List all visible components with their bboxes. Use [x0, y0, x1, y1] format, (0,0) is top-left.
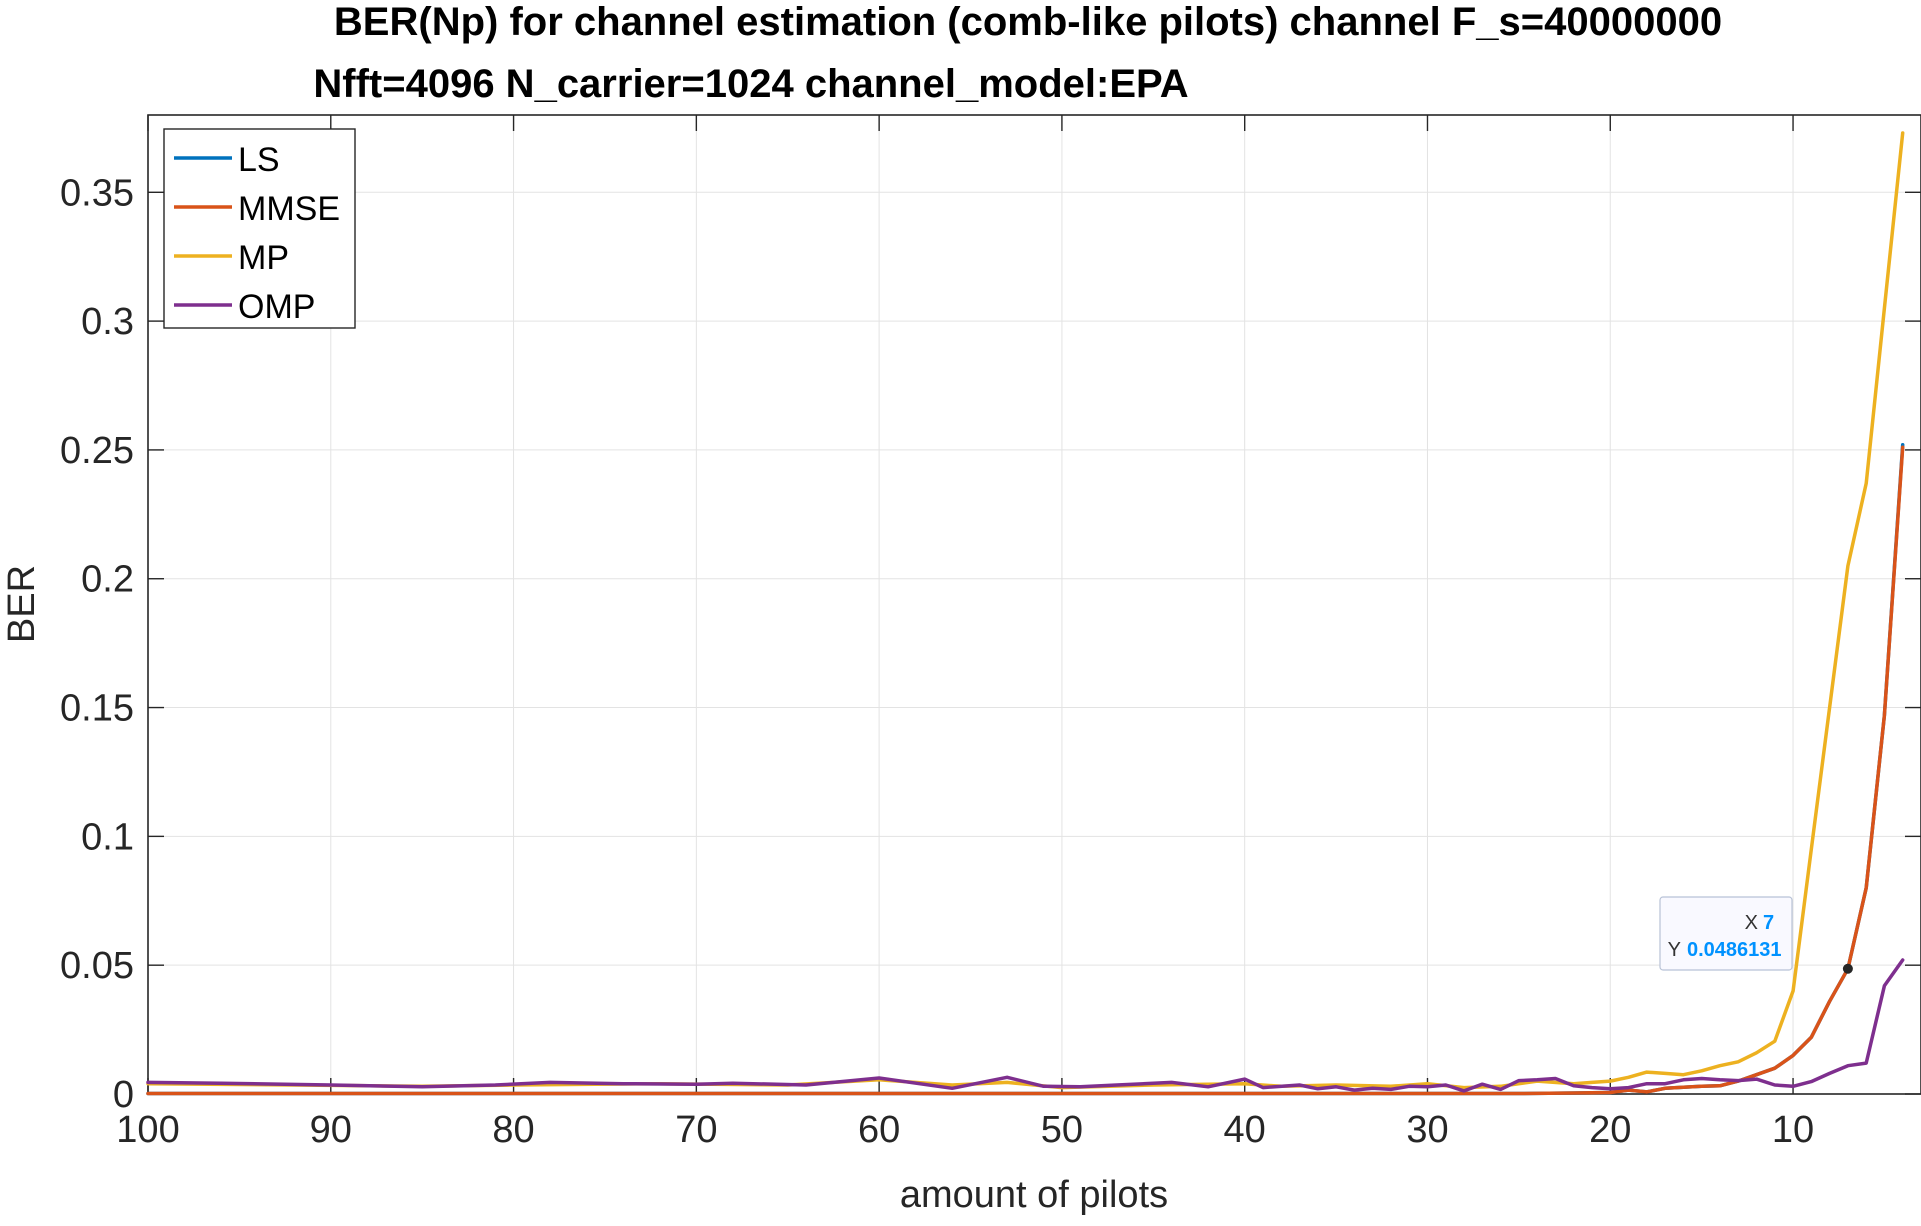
x-tick-label: 20 — [1589, 1109, 1631, 1151]
y-tick-label: 0.1 — [81, 816, 134, 858]
legend[interactable]: LS MMSE MP OMP — [163, 128, 356, 329]
chart-title-line1: BER(Np) for channel estimation (comb-lik… — [334, 0, 1722, 44]
datatip[interactable]: X 7 Y 0.0486131 — [1659, 896, 1853, 974]
datatip-x-value: 7 — [1763, 912, 1774, 934]
x-tick-label: 50 — [1041, 1109, 1083, 1151]
y-tick-label: 0.2 — [81, 559, 134, 601]
legend-label-mmse: MMSE — [238, 190, 340, 228]
x-tick-label: 40 — [1224, 1109, 1266, 1151]
y-tick-label: 0.05 — [60, 945, 134, 987]
series-line-omp[interactable] — [146, 958, 1905, 1093]
y-axis-label: BER — [1, 565, 43, 643]
legend-label-ls: LS — [238, 141, 280, 179]
legend-label-mp: MP — [238, 239, 289, 277]
x-axis-label: amount of pilots — [900, 1174, 1168, 1216]
y-tick-label: 0.25 — [60, 430, 134, 472]
x-tick-label: 90 — [310, 1109, 352, 1151]
datatip-y-value: 0.0486131 — [1687, 939, 1782, 961]
series-group — [146, 131, 1905, 1096]
y-tick-label: 0.3 — [81, 301, 134, 343]
x-tick-label: 10 — [1772, 1109, 1814, 1151]
y-tick-label: 0 — [113, 1074, 134, 1116]
legend-box — [163, 128, 356, 329]
series-line-mmse[interactable] — [146, 445, 1905, 1096]
datatip-marker — [1842, 963, 1853, 974]
x-tick-label: 30 — [1406, 1109, 1448, 1151]
x-tick-label: 60 — [858, 1109, 900, 1151]
x-tick-label: 100 — [116, 1109, 179, 1151]
chart-title-line2: Nfft=4096 N_carrier=1024 channel_model:E… — [313, 62, 1188, 106]
datatip-y-label: Y — [1668, 939, 1681, 961]
y-tick-label: 0.35 — [60, 172, 134, 214]
x-tick-label: 70 — [675, 1109, 717, 1151]
legend-label-omp: OMP — [238, 288, 315, 326]
datatip-x-label: X — [1745, 912, 1758, 934]
plot-area[interactable] — [148, 115, 1921, 1094]
datatip-box — [1659, 896, 1793, 971]
x-tick-label: 80 — [492, 1109, 534, 1151]
axis-ticks: 100 90 80 70 60 50 40 30 20 1000.050.10.150.20.25… — [60, 115, 1921, 1151]
y-tick-label: 0.15 — [60, 688, 134, 730]
